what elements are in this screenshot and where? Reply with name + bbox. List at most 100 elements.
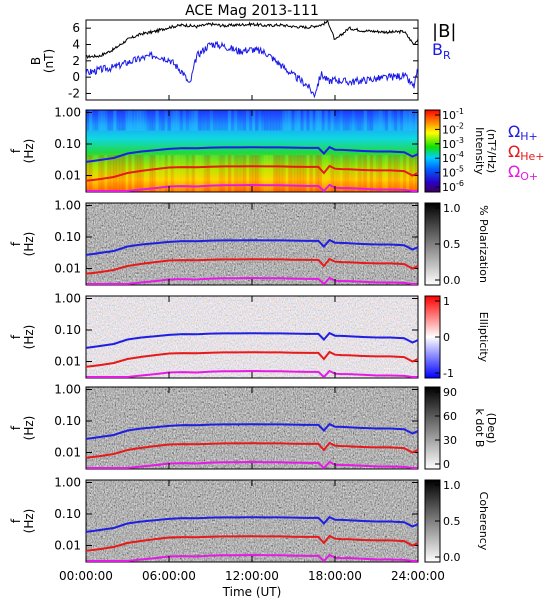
time-tick-label: 18:00:00 bbox=[308, 569, 362, 583]
intensity-texture-column bbox=[89, 155, 93, 192]
omega-o-line bbox=[86, 276, 418, 286]
intensity-texture-column bbox=[179, 155, 184, 192]
freq-axis-label: f bbox=[9, 241, 23, 246]
intensity-texture-column bbox=[119, 110, 123, 131]
intensity-texture-column bbox=[312, 110, 316, 131]
freq-tick-label: 0.01 bbox=[54, 355, 81, 369]
intensity-texture-column bbox=[267, 110, 271, 131]
intensity-texture-column bbox=[285, 110, 289, 131]
intensity-texture-column bbox=[345, 110, 350, 131]
intensity-texture-column bbox=[315, 110, 319, 131]
intensity-texture-column bbox=[327, 110, 331, 131]
intensity-texture-column bbox=[393, 155, 398, 192]
intensity-texture-column bbox=[143, 155, 147, 192]
intensity-texture-column bbox=[315, 155, 319, 192]
omega-o-main: Ω bbox=[508, 162, 520, 181]
b-y-tick-label: 6 bbox=[72, 21, 80, 35]
intensity-texture-column bbox=[155, 110, 159, 131]
intensity-texture-column bbox=[411, 110, 416, 131]
intensity-texture-column bbox=[143, 110, 147, 131]
time-tick-label: 24:00:00 bbox=[391, 569, 445, 583]
intensity-texture-column bbox=[248, 155, 253, 192]
intensity-texture-column bbox=[387, 155, 392, 192]
colorbar-tick-exp: -3 bbox=[456, 136, 464, 145]
omega-o-line bbox=[86, 369, 418, 379]
freq-axis-label: f bbox=[9, 148, 23, 153]
colorbar-tick-label: 10-2 bbox=[442, 121, 464, 136]
intensity-texture-column bbox=[402, 155, 407, 192]
intensity-texture-column bbox=[191, 155, 196, 192]
b-y-ticks: 6 4 2 0 -2 bbox=[68, 21, 418, 100]
intensity-texture-column bbox=[98, 155, 102, 192]
time-tick-label: 06:00:00 bbox=[142, 569, 196, 583]
omega-h-line bbox=[85, 331, 419, 349]
intensity-texture-column bbox=[122, 110, 126, 131]
omega-h-line bbox=[85, 145, 419, 163]
panel-coherency: 1.00 0.10 0.01 f (Hz) 1.0 0.5 0.0 Coherency bbox=[9, 475, 490, 564]
omega-he-main: Ω bbox=[508, 142, 520, 161]
b-y-tick-label: 0 bbox=[72, 70, 80, 84]
intensity-texture-column bbox=[170, 155, 175, 192]
intensity-texture-column bbox=[104, 155, 108, 192]
intensity-texture-column bbox=[173, 110, 178, 131]
omega-h-main: Ω bbox=[508, 122, 520, 141]
colorbar-tick-label: 10-1 bbox=[442, 107, 464, 122]
intensity-texture-column bbox=[285, 155, 289, 192]
omega-he-line bbox=[85, 441, 419, 459]
freq-tick-label: 0.10 bbox=[54, 414, 81, 428]
intensity-texture-column bbox=[194, 110, 199, 131]
intensity-texture-column bbox=[393, 110, 398, 131]
intensity-texture-column bbox=[303, 110, 307, 131]
intensity-texture-column bbox=[387, 110, 392, 131]
freq-tick-label: 0.01 bbox=[54, 169, 81, 183]
colorbar-tick-base: 10 bbox=[442, 181, 456, 194]
intensity-texture-column bbox=[134, 110, 138, 131]
omega-o-line bbox=[86, 553, 418, 563]
intensity-texture-column bbox=[297, 110, 301, 131]
intensity-texture-column bbox=[375, 110, 380, 131]
intensity-texture-column bbox=[306, 155, 310, 192]
intensity-texture-column bbox=[396, 155, 401, 192]
omega-h-line bbox=[85, 515, 419, 533]
intensity-texture-column bbox=[273, 155, 277, 192]
colorbar-tick-base: 10 bbox=[442, 109, 456, 122]
colorbar-tick-label: 0 bbox=[443, 458, 450, 471]
intensity-texture-column bbox=[158, 110, 162, 131]
intensity-texture-column bbox=[188, 155, 193, 192]
omega-he-line bbox=[85, 350, 419, 368]
intensity-texture-column bbox=[411, 155, 416, 192]
omega-h-line bbox=[85, 422, 419, 440]
intensity-texture-column bbox=[255, 110, 259, 131]
panel-k-dot-b: 1.00 0.10 0.01 f (Hz) 90 60 30 0 k dot B (Deg) bbox=[9, 382, 498, 471]
freq-tick-label: 0.01 bbox=[54, 539, 81, 553]
colorbar-tick-label: 10-5 bbox=[442, 165, 464, 180]
intensity-texture-column bbox=[113, 110, 117, 131]
intensity-texture-column bbox=[258, 110, 262, 131]
intensity-texture-column bbox=[239, 110, 244, 131]
freq-tick-label: 0.10 bbox=[54, 323, 81, 337]
intensity-texture-column bbox=[245, 110, 250, 131]
intensity-texture-column bbox=[218, 110, 223, 131]
intensity-texture-column bbox=[149, 110, 153, 131]
coherency-colorbar-label: Coherency bbox=[477, 492, 490, 551]
intensity-texture-column bbox=[291, 110, 295, 131]
spectrogram-panels: 1.000.100.01f (Hz)10-110-210-310-410-510-… bbox=[9, 105, 498, 564]
intensity-texture-column bbox=[179, 110, 184, 131]
intensity-texture-column bbox=[137, 155, 141, 192]
intensity-texture-column bbox=[369, 155, 374, 192]
intensity-texture-column bbox=[351, 110, 356, 131]
intensity-texture-column bbox=[288, 110, 292, 131]
intensity-texture-column bbox=[339, 110, 344, 131]
b-r-legend-sub: R bbox=[443, 49, 451, 62]
intensity-texture-column bbox=[384, 110, 389, 131]
intensity-texture-column bbox=[297, 155, 301, 192]
colorbar-tick-label: 90 bbox=[443, 386, 457, 399]
intensity-texture-column bbox=[233, 155, 238, 192]
intensity-texture-column bbox=[255, 155, 259, 192]
intensity-texture-column bbox=[318, 155, 322, 192]
intensity-texture-column bbox=[104, 110, 108, 131]
colorbar-tick-base: 10 bbox=[442, 138, 456, 151]
intensity-texture-column bbox=[381, 155, 386, 192]
omega-o-line bbox=[86, 183, 418, 193]
